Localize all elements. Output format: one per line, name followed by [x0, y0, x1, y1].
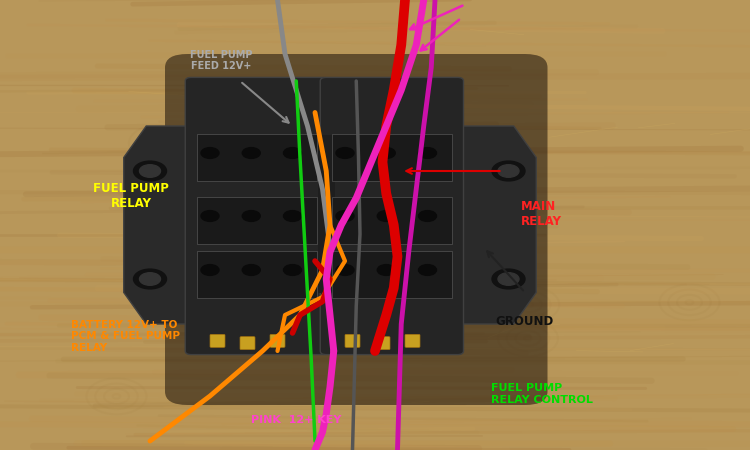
Circle shape	[419, 148, 436, 158]
FancyBboxPatch shape	[332, 251, 452, 298]
Circle shape	[498, 273, 519, 285]
Circle shape	[336, 148, 354, 158]
Circle shape	[284, 148, 302, 158]
Polygon shape	[124, 126, 195, 324]
Text: FUEL PUMP
RELAY CONTROL: FUEL PUMP RELAY CONTROL	[491, 383, 593, 405]
FancyBboxPatch shape	[197, 134, 316, 181]
FancyBboxPatch shape	[210, 334, 225, 347]
FancyBboxPatch shape	[332, 197, 452, 244]
Text: GROUND: GROUND	[495, 315, 554, 328]
Circle shape	[134, 269, 166, 289]
Circle shape	[377, 148, 395, 158]
FancyBboxPatch shape	[318, 135, 334, 293]
FancyBboxPatch shape	[165, 54, 548, 405]
Text: FUEL PUMP
RELAY: FUEL PUMP RELAY	[93, 182, 170, 210]
FancyBboxPatch shape	[185, 77, 328, 355]
FancyBboxPatch shape	[320, 77, 464, 355]
Text: FUEL PUMP
FEED 12V+: FUEL PUMP FEED 12V+	[190, 50, 253, 71]
FancyBboxPatch shape	[197, 251, 316, 298]
Circle shape	[201, 211, 219, 221]
Circle shape	[492, 269, 525, 289]
FancyBboxPatch shape	[375, 337, 390, 350]
Circle shape	[377, 211, 395, 221]
Text: BATTERY 12V+ TO
PCM & FUEL PUMP
RELAY: BATTERY 12V+ TO PCM & FUEL PUMP RELAY	[71, 320, 180, 353]
Circle shape	[498, 165, 519, 177]
Text: MAIN
RELAY: MAIN RELAY	[521, 200, 562, 228]
Text: PINK  12+ KEY: PINK 12+ KEY	[251, 415, 341, 425]
Circle shape	[284, 211, 302, 221]
Circle shape	[242, 211, 260, 221]
Polygon shape	[458, 126, 536, 324]
Circle shape	[419, 265, 436, 275]
FancyBboxPatch shape	[405, 334, 420, 347]
FancyBboxPatch shape	[270, 334, 285, 347]
Circle shape	[201, 265, 219, 275]
Circle shape	[377, 265, 395, 275]
Circle shape	[284, 265, 302, 275]
Circle shape	[336, 265, 354, 275]
Circle shape	[140, 165, 160, 177]
FancyBboxPatch shape	[332, 134, 452, 181]
Circle shape	[419, 211, 436, 221]
Circle shape	[336, 211, 354, 221]
Circle shape	[134, 161, 166, 181]
Circle shape	[492, 161, 525, 181]
Circle shape	[242, 148, 260, 158]
Circle shape	[242, 265, 260, 275]
FancyBboxPatch shape	[197, 197, 316, 244]
FancyBboxPatch shape	[240, 337, 255, 350]
Circle shape	[140, 273, 160, 285]
FancyBboxPatch shape	[345, 334, 360, 347]
Circle shape	[201, 148, 219, 158]
